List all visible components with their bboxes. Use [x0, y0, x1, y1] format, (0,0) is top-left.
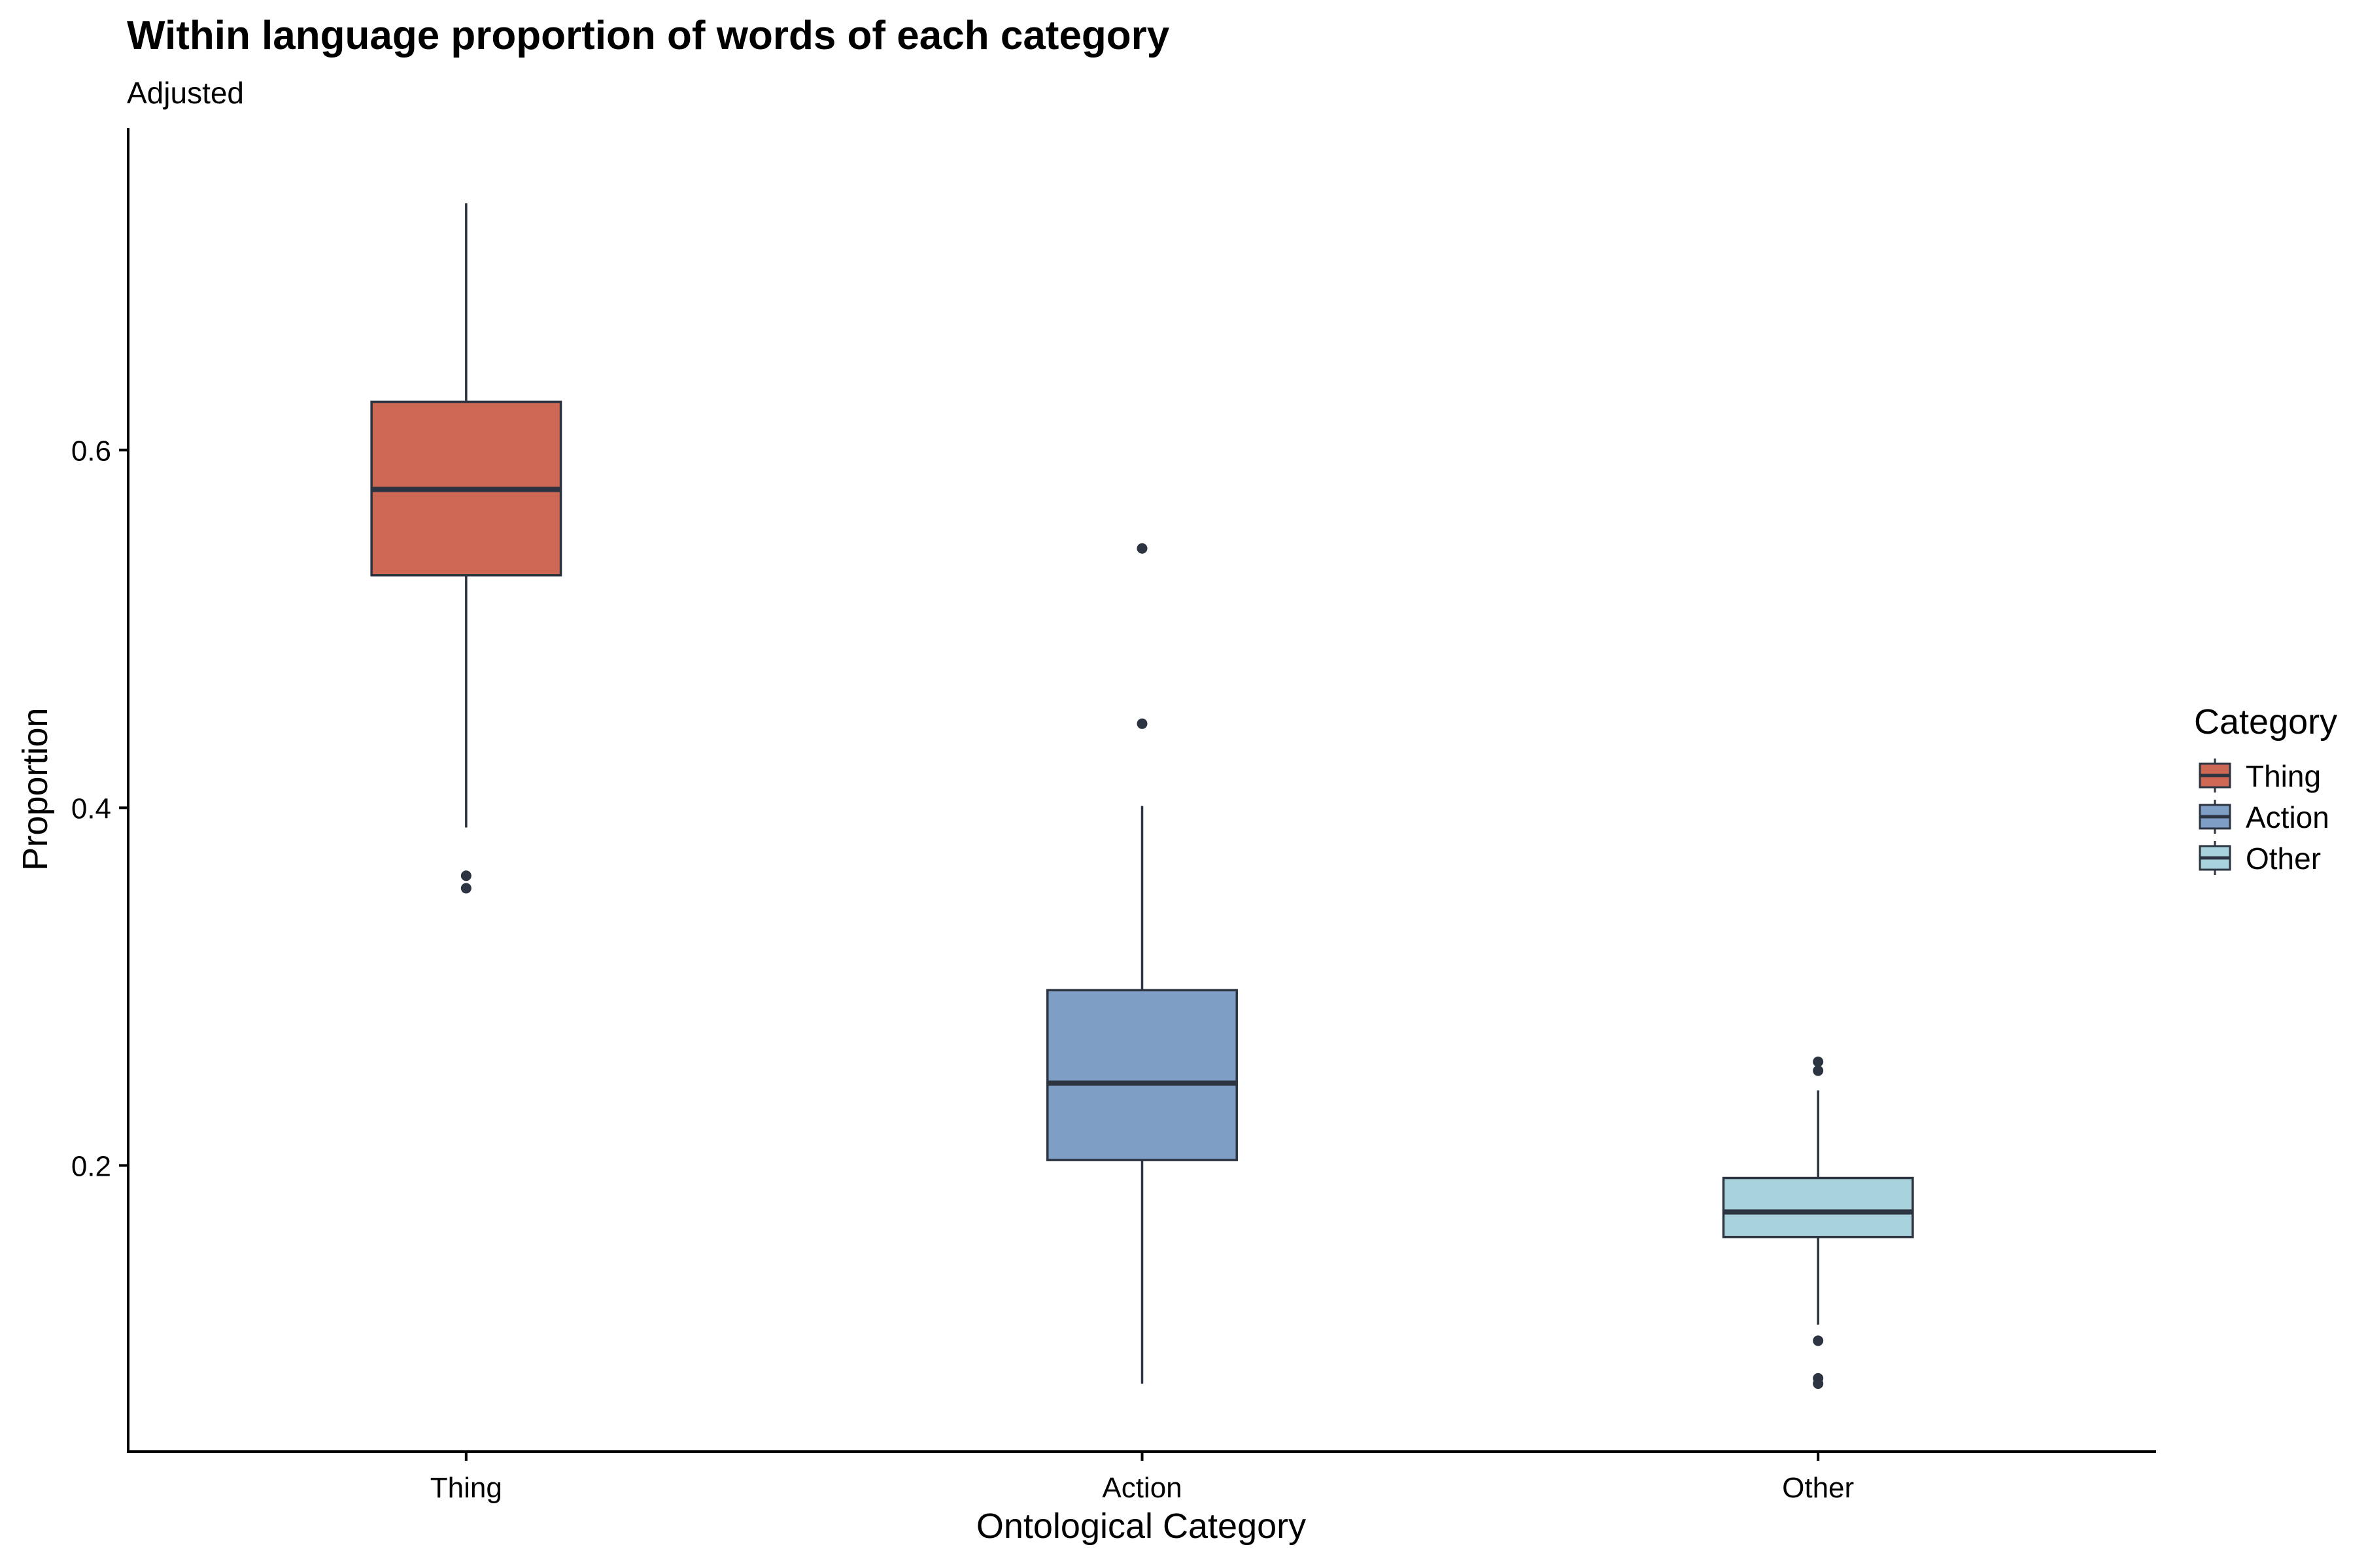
x-axis-label: Ontological Category — [976, 1507, 1306, 1546]
box-other — [1722, 1056, 1914, 1389]
y-tick-label: 0.6 — [71, 435, 111, 467]
outlier-point — [460, 883, 471, 894]
outlier-point — [1813, 1056, 1824, 1067]
legend-item-other: Other — [2199, 841, 2321, 876]
y-tick-label: 0.4 — [71, 793, 111, 825]
legend-item-thing: Thing — [2199, 758, 2321, 793]
outlier-point — [1137, 543, 1148, 554]
y-tick-label: 0.2 — [71, 1150, 111, 1182]
x-ticks: Thing Action Other — [430, 1452, 1854, 1504]
outlier-point — [1813, 1065, 1824, 1076]
legend-title: Category — [2194, 702, 2337, 741]
outlier-point — [1137, 718, 1148, 729]
legend-entries: Thing Action Other — [2199, 758, 2329, 876]
iqr-box — [1722, 1176, 1914, 1238]
iqr-box — [1046, 989, 1238, 1161]
boxes — [370, 203, 1914, 1389]
outlier-point — [1813, 1378, 1824, 1389]
legend-label: Other — [2246, 842, 2321, 876]
chart-title: Within language proportion of words of e… — [127, 13, 1170, 58]
chart-subtitle: Adjusted — [127, 76, 244, 110]
outlier-point — [460, 870, 471, 881]
box-action — [1046, 543, 1238, 1384]
x-tick-label: Thing — [430, 1472, 502, 1504]
y-axis-label: Proportion — [16, 707, 55, 870]
box-thing — [370, 203, 562, 894]
outlier-point — [1813, 1335, 1824, 1346]
y-ticks: 0.2 0.4 0.6 — [71, 435, 128, 1182]
x-tick-label: Other — [1782, 1472, 1854, 1504]
legend-label: Action — [2246, 800, 2329, 834]
legend-item-action: Action — [2199, 800, 2329, 834]
x-tick-label: Action — [1102, 1472, 1182, 1504]
legend: Category Thing Action Other — [2194, 702, 2337, 876]
legend-label: Thing — [2246, 759, 2321, 793]
